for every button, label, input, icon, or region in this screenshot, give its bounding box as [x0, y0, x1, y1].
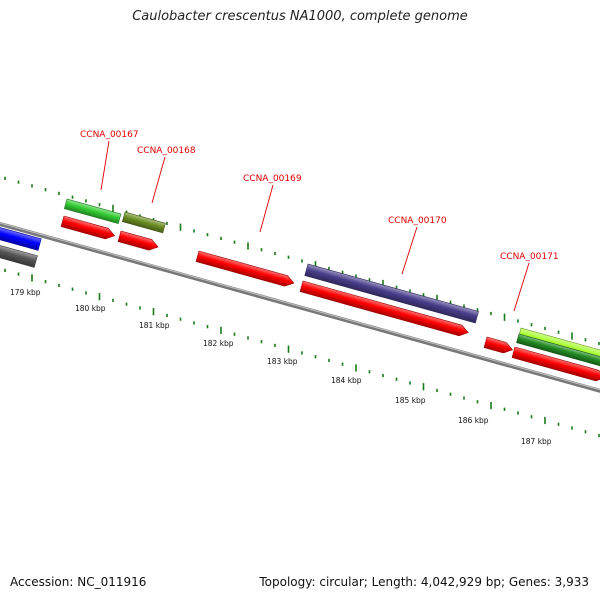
gene-bar-dark-green: [516, 333, 600, 368]
cds-arrow: [299, 280, 469, 337]
cds-arrow: [511, 346, 600, 382]
kbp-label: 181 kbp: [139, 321, 170, 330]
kbp-label: 184 kbp: [331, 376, 362, 385]
kbp-label: 187 kbp: [521, 437, 552, 446]
kbp-labels: 179 kbp 180 kbp 181 kbp 182 kbp 183 kbp 184 k…: [10, 288, 552, 446]
gene-bar-blue: [0, 225, 42, 251]
kbp-label: 180 kbp: [75, 304, 106, 313]
cds-arrow: [195, 250, 295, 287]
cds-arrow: [117, 230, 159, 251]
kbp-label: 183 kbp: [267, 357, 298, 366]
gene-label-leader: [151, 156, 166, 204]
genome-summary-text: Topology: circular; Length: 4,042,929 bp…: [259, 575, 589, 589]
gene-labels: CCNA_00167 CCNA_00168 CCNA_00169 CCNA_00170…: [80, 130, 559, 312]
backbone-line: [0, 221, 600, 393]
map-title: Caulobacter crescentus NA1000, complete …: [132, 9, 468, 24]
kbp-label: 182 kbp: [203, 339, 234, 348]
gene-bar-green: [63, 198, 122, 225]
gene-label-leader: [401, 226, 418, 275]
gene-bar-gray: [0, 243, 38, 268]
kbp-label: 186 kbp: [458, 416, 489, 425]
kbp-label: 179 kbp: [10, 288, 41, 297]
cds-arrow: [483, 336, 514, 354]
gene-label: CCNA_00168: [137, 146, 196, 156]
kbp-label: 185 kbp: [395, 396, 426, 405]
gene-bar-olive: [121, 211, 166, 234]
cds-arrow: [60, 215, 116, 240]
gene-features: [0, 198, 600, 382]
gene-label-leader: [100, 140, 110, 191]
genome-backbone: [0, 221, 600, 393]
backbone-highlight: [0, 222, 600, 391]
gene-label-leader: [513, 262, 530, 312]
gene-label: CCNA_00171: [500, 252, 559, 262]
accession-text: Accession: NC_011916: [10, 575, 147, 589]
gene-label-leader: [259, 184, 274, 233]
gene-bar-slate: [304, 263, 479, 324]
gene-label: CCNA_00169: [243, 174, 302, 184]
gene-label: CCNA_00167: [80, 130, 139, 140]
gene-label: CCNA_00170: [388, 216, 447, 226]
